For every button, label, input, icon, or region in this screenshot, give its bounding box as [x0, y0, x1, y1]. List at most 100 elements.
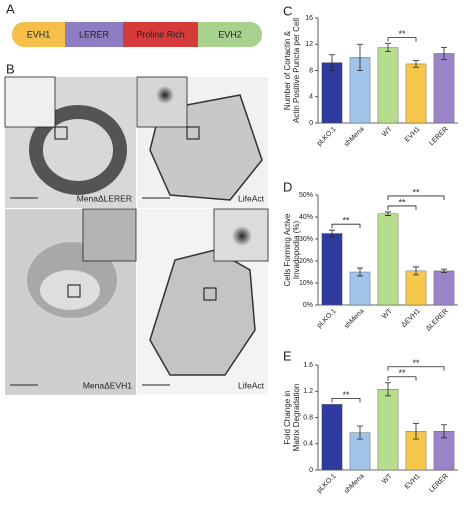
- y-tick-label: 30%: [299, 236, 313, 243]
- panel-label: A: [6, 1, 15, 16]
- x-tick-label: WT: [381, 307, 394, 320]
- error-bar: [385, 382, 391, 397]
- domain-segment: [198, 22, 262, 47]
- inset: [82, 208, 137, 262]
- significance-label: **: [342, 390, 350, 400]
- x-tick-label: shMena: [343, 308, 366, 331]
- cell: [40, 270, 100, 310]
- x-tick-label: LERER: [428, 473, 449, 494]
- error-bar: [385, 211, 391, 216]
- error-bar: [357, 267, 363, 277]
- significance-bracket: [387, 376, 417, 381]
- y-tick-label: 12: [305, 41, 313, 48]
- x-tick-label: LERER: [428, 126, 449, 147]
- y-tick-label: 0: [309, 467, 313, 474]
- bar: [349, 271, 371, 306]
- x-tick-label: shMena: [343, 473, 366, 496]
- y-tick-label: 1.2: [303, 388, 313, 395]
- x-tick-label: EVH1: [404, 473, 422, 491]
- y-tick-label: 10%: [299, 280, 313, 287]
- significance-label: **: [412, 358, 420, 368]
- image-label: LifeAct: [238, 380, 265, 390]
- image-label: MenaΔLERER: [77, 193, 132, 203]
- bar: [377, 47, 399, 124]
- error-bar: [357, 425, 363, 440]
- x-tick-label: ΔLERER: [425, 308, 450, 333]
- significance-bracket: [331, 397, 361, 403]
- bar: [377, 389, 399, 471]
- roi: [203, 287, 217, 301]
- y-tick-label: 1.6: [303, 362, 313, 369]
- significance-label: **: [398, 368, 406, 378]
- y-tick-label: 4: [309, 94, 313, 101]
- significance-bracket: [387, 195, 445, 200]
- error-bar: [385, 43, 391, 52]
- significance-label: **: [398, 29, 406, 39]
- bar: [405, 63, 427, 124]
- x-tick-label: EVH1: [404, 126, 422, 144]
- cell: [149, 249, 256, 376]
- spot: [156, 86, 174, 104]
- roi: [186, 126, 200, 140]
- domain-label: Proline Rich: [136, 29, 185, 39]
- bar: [405, 270, 427, 306]
- image-label: LifeAct: [238, 193, 265, 203]
- panel-label: E: [283, 348, 292, 363]
- x-tick-label: WT: [381, 472, 394, 485]
- y-tick-label: 16: [305, 15, 313, 22]
- roi: [67, 284, 81, 298]
- error-bar: [413, 423, 419, 440]
- micrographs: MenaΔLERER LifeAct MenaΔEVH1 LifeAct: [4, 76, 269, 395]
- y-tick-label: 0: [309, 120, 313, 127]
- bar: [321, 404, 343, 471]
- y-tick-label: 0.8: [303, 414, 313, 421]
- significance-label: **: [412, 187, 420, 197]
- y-axis-label: Fold Change in: [283, 390, 292, 444]
- y-tick-label: 8: [309, 67, 313, 74]
- roi: [54, 126, 68, 140]
- y-axis-label: Matrix Degradation: [292, 384, 301, 452]
- significance-bracket: [387, 366, 445, 371]
- error-bar: [329, 229, 335, 238]
- cell: [29, 105, 127, 195]
- error-bar: [441, 47, 447, 60]
- domain-label: EVH1: [27, 29, 51, 39]
- y-tick-label: 0.4: [303, 441, 313, 448]
- y-axis-label: Invadopodia (%): [292, 221, 301, 280]
- domain-segment: [123, 22, 198, 47]
- x-tick-label: pLKO.1: [316, 473, 338, 495]
- y-axis-label: Cells Forming Active: [283, 213, 292, 286]
- bar: [321, 233, 343, 306]
- error-bar: [357, 43, 363, 71]
- y-axis-label: Actin Positive Puncta per Cell: [292, 18, 301, 123]
- panel-label: B: [6, 61, 15, 76]
- image-label: MenaΔEVH1: [83, 380, 132, 390]
- error-bar: [441, 424, 447, 439]
- significance-bracket: [331, 223, 361, 229]
- error-bar: [329, 54, 335, 71]
- error-bar: [413, 60, 419, 68]
- error-bar: [413, 266, 419, 276]
- significance-label: **: [342, 216, 350, 226]
- y-tick-label: 20%: [299, 258, 313, 265]
- significance-label: **: [398, 197, 406, 207]
- x-tick-label: pLKO.1: [316, 126, 338, 148]
- domain-diagram: [12, 22, 262, 47]
- x-tick-label: ΔEVH1: [401, 308, 422, 329]
- domain-label: EVH2: [218, 29, 242, 39]
- bar: [321, 62, 343, 124]
- y-tick-label: 50%: [299, 192, 313, 199]
- y-tick-label: 0%: [303, 302, 313, 309]
- panel-label: D: [283, 179, 292, 194]
- domain-segment: [12, 22, 65, 47]
- x-tick-label: shMena: [343, 126, 366, 149]
- bar: [433, 53, 455, 124]
- panel-label: C: [283, 3, 292, 18]
- error-bar: [441, 268, 447, 274]
- domain-label: LERER: [79, 29, 110, 39]
- y-axis-label: Number of Cortactin &: [283, 30, 292, 110]
- x-tick-label: WT: [381, 125, 394, 138]
- bar: [433, 270, 455, 306]
- significance-bracket: [387, 205, 417, 210]
